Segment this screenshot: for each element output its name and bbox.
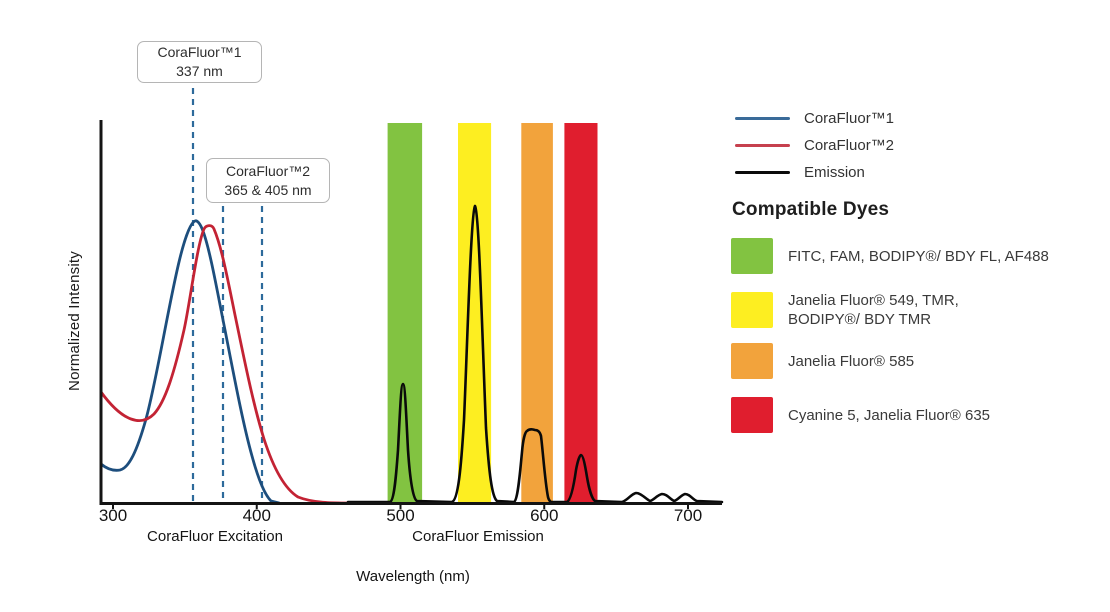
callout-corafluor1-title: CoraFluor™1 — [157, 44, 242, 60]
corafluor1-line-swatch — [735, 116, 790, 120]
x-tick-label: 600 — [530, 506, 559, 525]
x-tick-label: 700 — [673, 506, 703, 525]
legend-label: CoraFluor™2 — [804, 136, 895, 154]
dye-row-orange: Janelia Fluor® 585 — [731, 343, 914, 379]
green-filter-swatch — [731, 238, 773, 274]
filter-band — [521, 123, 553, 503]
emission-curve — [346, 204, 724, 504]
legend-item-corafluor2: CoraFluor™2 — [735, 136, 895, 154]
emission-section-label: CoraFluor Emission — [412, 528, 544, 545]
legend-label: Emission — [804, 163, 865, 181]
dye-label: Janelia Fluor® 549, TMR, BODIPY®/ BDY TM… — [788, 292, 959, 328]
corafluor1-excitation-curve — [99, 219, 281, 505]
dye-label: FITC, FAM, BODIPY®/ BDY FL, AF488 — [788, 247, 1049, 265]
callout-corafluor1-value: 337 nm — [176, 63, 223, 79]
dye-row-yellow: Janelia Fluor® 549, TMR, BODIPY®/ BDY TM… — [731, 291, 959, 329]
x-tick-label: 300 — [98, 506, 128, 525]
y-axis-label: Normalized Intensity — [66, 251, 83, 391]
x-tick-label: 500 — [386, 506, 415, 525]
callout-corafluor1: CoraFluor™1 337 nm — [137, 41, 262, 83]
excitation-section-label: CoraFluor Excitation — [147, 528, 283, 545]
dye-row-green: FITC, FAM, BODIPY®/ BDY FL, AF488 — [731, 238, 1049, 274]
filter-bands — [387, 123, 598, 503]
excitation-marker-lines — [191, 88, 264, 502]
dye-label: Cyanine 5, Janelia Fluor® 635 — [788, 406, 991, 424]
compatible-dyes-heading: Compatible Dyes — [732, 199, 890, 220]
filter-band — [387, 123, 423, 503]
axes — [99, 120, 722, 509]
x-axis-label: Wavelength (nm) — [356, 568, 470, 585]
corafluor2-excitation-curve — [99, 224, 366, 505]
callout-corafluor2-title: CoraFluor™2 — [225, 162, 311, 179]
callout-corafluor2-value: 365 & 405 nm — [224, 181, 312, 198]
legend-label: CoraFluor™1 — [804, 109, 895, 127]
x-tick-label: 400 — [242, 506, 271, 525]
emission-line-swatch — [735, 170, 790, 174]
filter-band — [564, 123, 598, 503]
legend-item-emission: Emission — [735, 163, 865, 181]
legend-item-corafluor1: CoraFluor™1 — [735, 109, 895, 127]
dye-label: Janelia Fluor® 585 — [788, 352, 915, 370]
red-filter-swatch — [731, 397, 773, 433]
orange-filter-swatch — [731, 343, 773, 379]
yellow-filter-swatch — [731, 292, 773, 328]
x-axis-ticks — [112, 504, 689, 509]
corafluor2-line-swatch — [735, 143, 790, 147]
dye-row-red: Cyanine 5, Janelia Fluor® 635 — [731, 397, 990, 433]
callout-corafluor2: CoraFluor™2 365 & 405 nm — [206, 158, 330, 203]
